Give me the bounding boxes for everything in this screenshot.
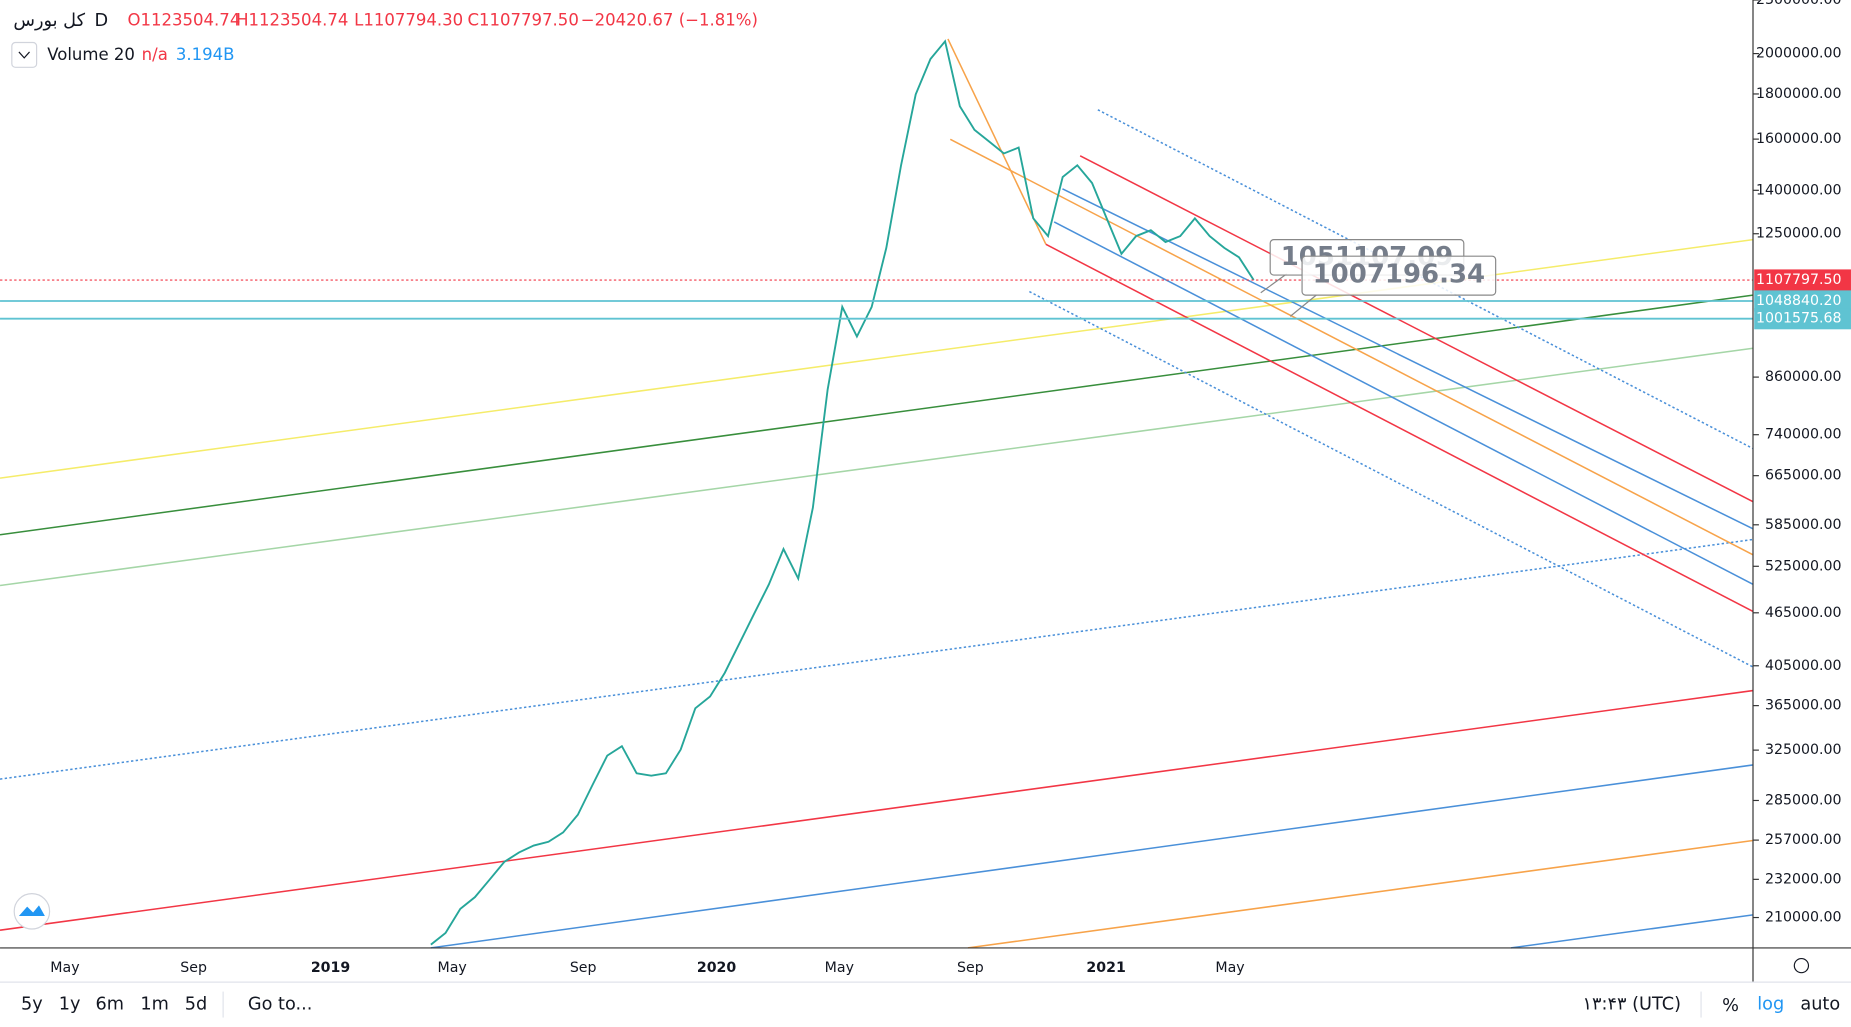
ohlc-close: C1107797.50: [467, 11, 578, 30]
y-tick-label: 465000.00: [1765, 605, 1842, 621]
percent-button[interactable]: %: [1722, 996, 1739, 1016]
x-tick-label: May: [825, 960, 854, 976]
y-tick-label: 1250000.00: [1756, 226, 1842, 242]
goto-button[interactable]: Go to...: [248, 995, 312, 1015]
x-tick-label: 2021: [1086, 960, 1125, 976]
range-button[interactable]: 5y: [21, 995, 43, 1015]
clock[interactable]: ۱۳:۴۳ (UTC): [1583, 995, 1681, 1015]
y-tick-label: 740000.00: [1765, 427, 1842, 443]
x-tick-label: Sep: [180, 960, 207, 976]
pitchfork-lower: [1045, 243, 1754, 613]
pitchfork-inner: [1062, 188, 1754, 530]
y-tick-label: 860000.00: [1765, 369, 1842, 385]
x-tick-label: May: [1215, 960, 1244, 976]
collapse-button[interactable]: [11, 41, 38, 68]
log-button[interactable]: log: [1757, 995, 1784, 1015]
ohlc-low: L1107794.30: [354, 11, 463, 30]
callout-pointer: [1260, 273, 1288, 294]
y-tick-label: 2300000.00: [1756, 0, 1842, 8]
y-tick-label: 665000.00: [1765, 468, 1842, 484]
y-tick-label: 525000.00: [1765, 558, 1842, 574]
pitchfork-upper: [1079, 155, 1754, 503]
y-tick-label: 585000.00: [1765, 517, 1842, 533]
settings-icon[interactable]: [1793, 957, 1810, 974]
x-tick-label: 2019: [311, 960, 350, 976]
range-button[interactable]: 5d: [185, 995, 207, 1015]
auto-button[interactable]: auto: [1800, 995, 1840, 1015]
pitchfork-handle: [947, 38, 1047, 245]
pitchfork-inner: [1053, 221, 1754, 586]
y-tick-label: 405000.00: [1765, 658, 1842, 674]
x-tick-label: May: [50, 960, 79, 976]
callout: 1007196.34: [1289, 255, 1497, 317]
pitchfork-outer: [1029, 290, 1754, 668]
chevron-icon: [18, 51, 30, 59]
bottom-toolbar: 5y 1y 6m 1m 5d Go to... ۱۳:۴۳ (UTC) % lo…: [21, 991, 1840, 1018]
x-tick-label: Sep: [957, 960, 984, 976]
callout-box: [1301, 255, 1497, 296]
y-tick-label: 257000.00: [1765, 832, 1842, 848]
x-tick-label: May: [437, 960, 466, 976]
price-axis: [1753, 0, 1851, 1027]
price-label-bg: [1754, 290, 1851, 312]
y-tick-label: 210000.00: [1765, 910, 1842, 926]
y-tick-label: 2000000.00: [1756, 46, 1842, 62]
y-tick-label: 1600000.00: [1756, 131, 1842, 147]
y-tick-label: 325000.00: [1765, 742, 1842, 758]
range-button[interactable]: 6m: [96, 995, 124, 1015]
trend-line: [0, 294, 1754, 536]
trend-line: [967, 839, 1754, 949]
trend-line: [0, 689, 1754, 931]
range-button[interactable]: 1y: [59, 995, 81, 1015]
trend-line: [0, 538, 1754, 780]
y-tick-label: 365000.00: [1765, 698, 1842, 714]
ohlc-open: O1123504.74: [128, 11, 241, 30]
logo-icon: [18, 905, 45, 917]
y-tick-label: 232000.00: [1765, 871, 1842, 887]
trend-line: [0, 347, 1754, 587]
interval: D: [94, 11, 108, 31]
y-tick-label: 285000.00: [1765, 792, 1842, 808]
ohlc-change: −20420.67 (−1.81%): [581, 11, 758, 30]
ohlc-high: H1123504.74: [236, 11, 348, 30]
x-tick-label: Sep: [570, 960, 597, 976]
callout-text: 1007196.34: [1313, 260, 1486, 290]
trend-line: [430, 764, 1754, 949]
pitchfork-median: [949, 138, 1754, 556]
price-label: 1001575.68: [1756, 311, 1842, 327]
volume-name: Volume 20: [47, 45, 135, 64]
symbol: کل بورس: [13, 11, 85, 31]
price-label-bg: [1754, 269, 1851, 291]
y-tick-label: 1400000.00: [1756, 182, 1842, 198]
range-button[interactable]: 1m: [140, 995, 168, 1015]
trend-line: [1510, 914, 1754, 949]
price-label: 1048840.20: [1756, 293, 1842, 309]
callout-pointer: [1289, 294, 1317, 317]
price-label-bg: [1754, 308, 1851, 330]
trend-drawings: [0, 38, 1754, 949]
volume-value: 3.194B: [176, 45, 235, 64]
x-tick-label: 2020: [697, 960, 737, 976]
price-line: [430, 39, 1255, 946]
y-tick-label: 1800000.00: [1756, 86, 1842, 102]
price-label: 1107797.50: [1756, 272, 1842, 288]
volume-na: n/a: [142, 45, 168, 64]
